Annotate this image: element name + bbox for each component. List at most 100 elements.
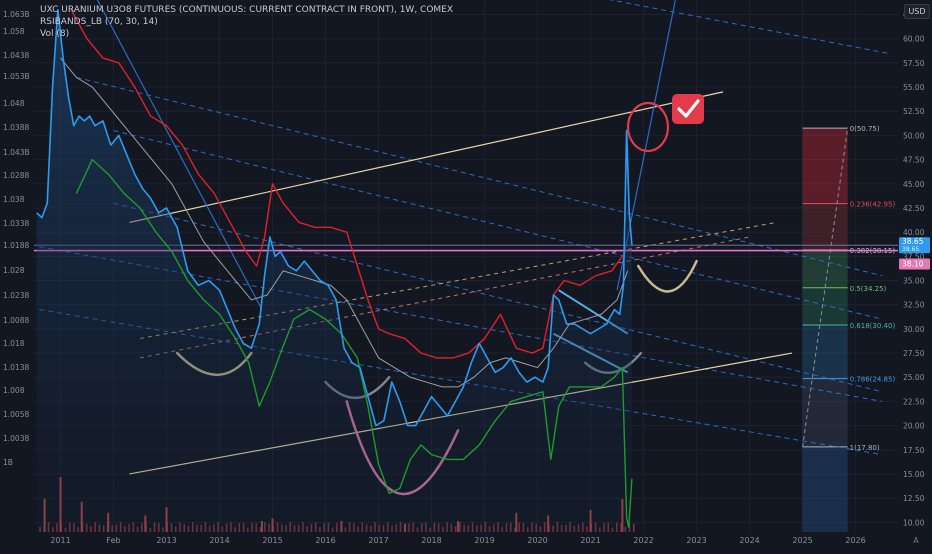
volume-bar [632,523,635,532]
fib-zone [802,128,848,204]
price-area [36,9,632,532]
right-axis-label: 57.50 [903,59,925,68]
fib-level-label: 0.786(24.85) [850,376,896,384]
right-axis-label: 15.00 [903,470,925,479]
left-axis: 1.063B 1.058 1.0438 1.053B 1.048 1.0388 1.043B… [3,10,30,467]
fib-level-label: 0(50.75) [850,125,880,133]
highlight-circle [626,101,670,153]
left-axis-label: 1.028 [3,266,25,275]
fib-level-label: 1(17.80) [850,444,880,452]
left-axis-label: 1.0138 [3,363,29,372]
left-axis-label: 1.0288 [3,171,29,180]
tan-dash-line[interactable] [139,221,777,340]
left-axis-label: 1.0238 [3,291,29,300]
fib-extension-zone [802,446,848,532]
checkmark-icon [672,94,704,124]
time-axis[interactable]: 2011 Feb 2013 2014 2015 2016 2017 2018 2019 2020 2… [0,532,898,550]
chart-legend: UXC URANIUM U3O8 FUTURES (CONTINUOUS: CU… [40,4,453,40]
fib-zone [802,250,848,288]
fib-zone [802,325,848,379]
right-axis-label: 40.00 [903,228,925,237]
channel-dash-line[interactable] [511,0,888,54]
checkmark-glyph [677,99,700,118]
time-axis-label: 2019 [474,536,494,545]
currency-badge[interactable]: USD [904,4,930,19]
upper-band-line [70,9,623,359]
fib-level-label: 0.5(34.25) [850,285,887,293]
right-axis-label: 35.00 [903,277,925,286]
fib-zone [802,203,848,251]
right-axis-panel [898,0,932,550]
left-axis-label: 1.043B [3,148,30,157]
left-axis-label: 1B [3,458,13,467]
right-axis-label: 47.50 [903,156,925,165]
last-price-badge [899,237,930,254]
price-line [36,8,633,427]
left-axis-label: 1.0438 [3,51,29,60]
time-axis-label: 2016 [315,536,335,545]
right-axis-label: 30.00 [903,325,925,334]
indicator-volume[interactable]: Vol (8) [40,29,70,39]
fib-zone [802,287,848,326]
level-label: 38.10 [902,260,924,269]
right-axis-label: 37.50 [903,252,925,261]
fib-level-label: 0.236(42.95) [850,201,896,209]
indicator-rsibands[interactable]: RSIBANDS_LB (70, 30, 14) [40,17,158,27]
right-axis-label: 27.50 [903,349,925,358]
right-axis[interactable]: 62.5060.0057.5055.0052.5050.0047.5045.00… [898,0,932,550]
channel-dash-line[interactable] [113,130,883,320]
left-axis-label: 1.0388 [3,123,29,132]
left-axis-label: 1.053B [3,72,30,81]
time-axis-label: 2023 [686,536,706,545]
right-axis-label: 55.00 [903,83,925,92]
right-axis-label: 10.00 [903,518,925,527]
time-axis-label: 2020 [527,536,547,545]
time-axis-label: 2013 [156,536,176,545]
mid-line-line [60,57,629,388]
annotations [626,94,704,153]
last-price-label: 38.65 [902,237,924,246]
channel-dash-line[interactable] [76,76,883,277]
right-axis-label: 25.00 [903,373,925,382]
right-axis-label: 50.00 [903,131,925,140]
cup-curve-2022[interactable] [637,259,698,293]
right-axis-label: 20.00 [903,422,925,431]
right-axis-label: 22.50 [903,397,925,406]
level-badge [899,258,930,270]
time-axis-label: 2015 [262,536,282,545]
right-axis-label: 45.00 [903,180,925,189]
left-axis-label: 1.018 [3,339,25,348]
left-axis-label: 1.0058 [3,410,29,419]
left-axis-label: 1.008 [3,386,25,395]
right-axis-label: 60.00 [903,35,925,44]
right-axis-label: 17.50 [903,446,925,455]
fib-level-label: 0.618(30.40) [850,322,896,330]
fibonacci-tool[interactable]: 0(50.75)0.236(42.95)0.382(38.15)0.5(34.2… [802,125,896,532]
channel-dash-line[interactable] [39,246,883,402]
steep-down-line[interactable] [92,0,263,310]
auto-scale-toggle[interactable]: A [913,536,919,545]
time-axis-label: 2018 [421,536,441,545]
time-axis-label: 2021 [580,536,600,545]
right-axis-label: 52.50 [903,107,925,116]
channel-dash-line[interactable] [39,309,883,456]
upper-trend-line[interactable] [129,91,724,224]
left-axis-label: 1.0188 [3,241,29,250]
right-axis-label: 12.50 [903,494,925,503]
left-axis-label: 1.0038 [3,434,29,443]
time-axis-label: 2025 [792,536,812,545]
left-axis-label: 1.063B [3,10,30,19]
right-axis-label: 42.50 [903,204,925,213]
time-axis-label: Feb [106,536,120,545]
time-axis-label: 2022 [633,536,653,545]
left-axis-label: 1.058 [3,27,25,36]
fib-trend-line [802,128,849,447]
time-axis-panel [0,532,898,550]
time-axis-label: 2011 [50,536,70,545]
indicator-series [36,8,633,532]
right-axis-label: 32.50 [903,301,925,310]
last-price-sub-label: 38.65 [902,246,919,253]
symbol-title[interactable]: UXC URANIUM U3O8 FUTURES (CONTINUOUS: CU… [40,5,454,15]
